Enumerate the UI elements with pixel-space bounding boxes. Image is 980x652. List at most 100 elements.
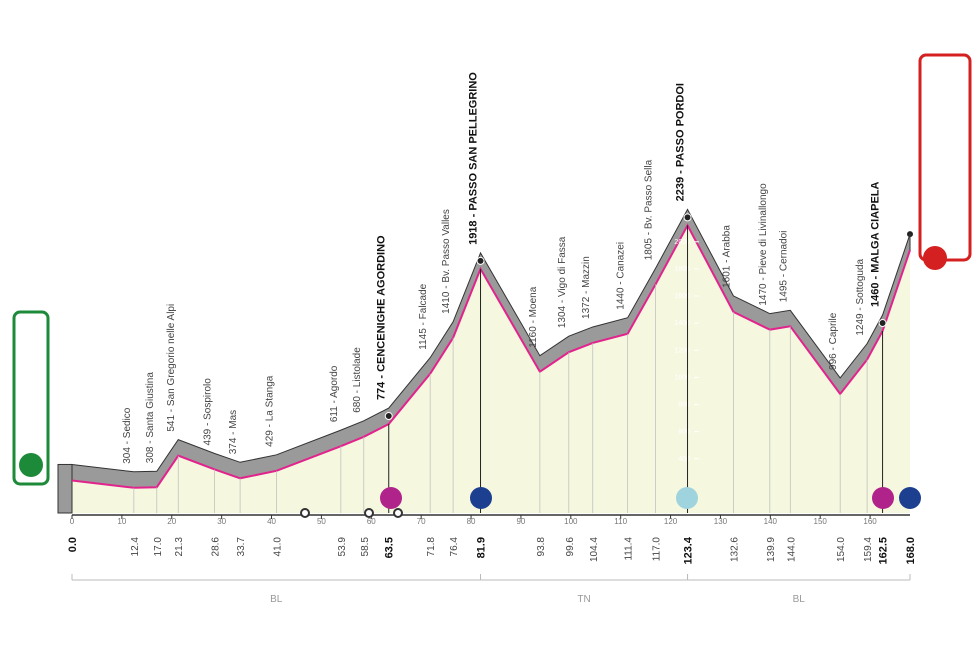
- y-tick-label: 800: [678, 402, 690, 409]
- x-tick-label: 100: [564, 517, 578, 526]
- y-tick-label: 1200: [674, 347, 690, 354]
- waypoint-label: 374 - Mas: [228, 410, 239, 454]
- waypoint-label: 1160 - Moena: [528, 286, 539, 347]
- km-label: 21.3: [174, 537, 185, 557]
- sprint-icon: [380, 487, 402, 509]
- x-tick-label: 150: [814, 517, 828, 526]
- x-tick-label: 80: [467, 517, 476, 526]
- sprint-icon: [872, 487, 894, 509]
- x-tick-label: 110: [614, 517, 627, 526]
- waypoint-label: 304 - Sedico: [122, 407, 133, 464]
- km-label: 58.5: [360, 537, 371, 557]
- waypoint-label: 308 - Santa Giustina: [145, 372, 156, 464]
- waypoint-label: 1410 - Bv. Passo Valles: [441, 209, 452, 314]
- kom-icon: [899, 487, 921, 509]
- x-tick-label: 30: [217, 517, 226, 526]
- kom-icon: [676, 487, 698, 509]
- x-tick-label: 10: [117, 517, 126, 526]
- km-label: 159.4: [863, 537, 874, 562]
- x-tick-label: 130: [714, 517, 728, 526]
- x-tick-label: 20: [167, 517, 176, 526]
- waypoint-label: 1495 - Cernadoi: [778, 231, 789, 303]
- km-label: 104.4: [589, 537, 600, 562]
- waypoint-label: 1145 - Falcade: [418, 283, 429, 349]
- waypoint-label: 1304 - Vigo di Fassa: [557, 236, 568, 328]
- waypoint-label: 1372 - Mazzin: [581, 256, 592, 319]
- region-label: BL: [793, 594, 806, 605]
- y-tick-label: 2000: [674, 239, 690, 246]
- icons: [300, 487, 921, 518]
- start-icon: [19, 453, 43, 477]
- km-label: 144.0: [786, 537, 797, 562]
- y-tick-label: 1600: [674, 293, 690, 300]
- waypoint-label: 1470 - Pieve di Livinallongo: [758, 183, 769, 306]
- x-tick-label: 60: [367, 517, 376, 526]
- y-tick-label: 1400: [674, 320, 690, 327]
- km-label-major: 123.4: [683, 536, 695, 564]
- km-label: 12.4: [130, 537, 141, 557]
- waypoint-label: 541 - San Gregorio nelle Alpi: [166, 304, 177, 432]
- km-label: 33.7: [236, 537, 247, 557]
- km-label: 71.8: [426, 537, 437, 557]
- km-label-major: 162.5: [878, 537, 890, 565]
- finish-icon: [923, 246, 947, 270]
- plot: 400 600 800 1000 1200 1400 1600 1800 2000 0 10 20 30…: [57, 72, 917, 605]
- x-tick-label: 140: [764, 517, 778, 526]
- km-label: 139.9: [766, 537, 777, 562]
- y-tick-label: 600: [678, 429, 690, 436]
- x-tick-label: 50: [317, 517, 326, 526]
- waypoint-label: 1601 - Arabba: [721, 225, 732, 288]
- x-tick-label: 90: [516, 517, 525, 526]
- waypoint-dot: [683, 213, 692, 222]
- x-tick-label: 120: [664, 517, 678, 526]
- waypoint-label: 1440 - Canazei: [616, 242, 627, 310]
- waypoint-label-major: 774 - CENCENIGHE AGORDINO: [376, 235, 388, 400]
- waypoint-label: 680 - Listolade: [352, 347, 363, 413]
- waypoint-label: 1249 - Sottoguda: [855, 258, 866, 335]
- x-tick-label: 70: [417, 517, 426, 526]
- profile-fill: [72, 225, 910, 513]
- km-label: 154.0: [836, 537, 847, 562]
- waypoint-label-major: 1918 - PASSO SAN PELLEGRINO: [468, 72, 480, 245]
- km-label: 117.0: [652, 537, 663, 562]
- km-label: 93.8: [536, 537, 547, 557]
- region-label: BL: [270, 594, 283, 605]
- waypoint-label: 611 - Agordo: [329, 365, 340, 422]
- waypoint-dot: [384, 412, 393, 421]
- waypoint-label: 439 - Sospirolo: [203, 378, 214, 446]
- region-label: TN: [577, 594, 590, 605]
- finish-box: [918, 53, 972, 262]
- km-label: 111.4: [624, 537, 635, 561]
- km-label: 28.6: [211, 537, 222, 557]
- y-tick-label: 1800: [674, 266, 690, 273]
- waypoint-dot: [878, 319, 887, 328]
- waypoint-label: 1805 - Bv. Passo Sella: [644, 159, 655, 260]
- km-label-major: 63.5: [384, 537, 396, 558]
- y-tick-label: 400: [678, 456, 690, 463]
- kom-icon: [470, 487, 492, 509]
- km-label: 53.9: [337, 537, 348, 557]
- x-tick-label: 0: [70, 517, 75, 526]
- km-label: 17.0: [153, 537, 164, 557]
- feed-icon: [300, 508, 310, 518]
- waypoint-label: 996 - Caprile: [828, 312, 839, 370]
- feed-icon: [364, 508, 374, 518]
- waypoint-label: 429 - La Stanga: [265, 375, 276, 447]
- x-tick-label: 40: [267, 517, 276, 526]
- km-label-major: 168.0: [905, 537, 917, 565]
- waypoint-dot: [476, 256, 485, 265]
- start-box: [12, 310, 50, 486]
- km-label: 99.6: [565, 537, 576, 557]
- x-tick-label: 160: [863, 517, 877, 526]
- km-label: 132.6: [729, 537, 740, 562]
- km-label: 41.0: [273, 537, 284, 557]
- y-tick-label: 1000: [674, 374, 690, 381]
- km-label-major: 81.9: [476, 537, 488, 558]
- waypoint-label-major: 2239 - PASSO PORDOI: [675, 83, 687, 201]
- km-label: 76.4: [449, 537, 460, 557]
- feed-icon: [393, 508, 403, 518]
- km-label-major: 0.0: [67, 537, 79, 552]
- start-wall: [57, 463, 73, 514]
- profile-line: [71, 223, 911, 489]
